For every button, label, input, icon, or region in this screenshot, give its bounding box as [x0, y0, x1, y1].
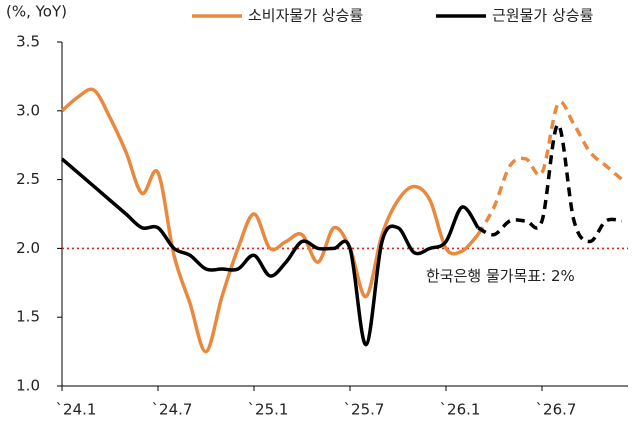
forecast-line — [476, 100, 624, 236]
reference-label: 한국은행 물가목표: 2% — [426, 267, 575, 285]
x-tick-label: `24.1 — [56, 401, 97, 419]
legend-label: 소비자물가 상승률 — [248, 7, 363, 25]
series-line — [60, 157, 480, 347]
y-unit-label: (%, YoY) — [6, 3, 67, 21]
y-tick-label: 1.5 — [16, 308, 40, 326]
y-tick-label: 3.5 — [16, 33, 40, 51]
x-tick-label: `24.7 — [152, 401, 193, 419]
y-tick-label: 3.0 — [16, 101, 40, 119]
x-tick-label: `25.7 — [344, 401, 385, 419]
y-tick-label: 1.0 — [16, 377, 40, 395]
y-tick-label: 2.5 — [16, 170, 40, 188]
legend-label: 근원물가 상승률 — [492, 7, 594, 25]
forecast-line — [477, 122, 623, 244]
series-line — [60, 87, 480, 354]
x-tick-label: `26.1 — [440, 401, 481, 419]
x-tick-label: `26.7 — [536, 401, 577, 419]
y-tick-label: 2.0 — [16, 239, 40, 257]
x-tick-label: `25.1 — [248, 401, 289, 419]
